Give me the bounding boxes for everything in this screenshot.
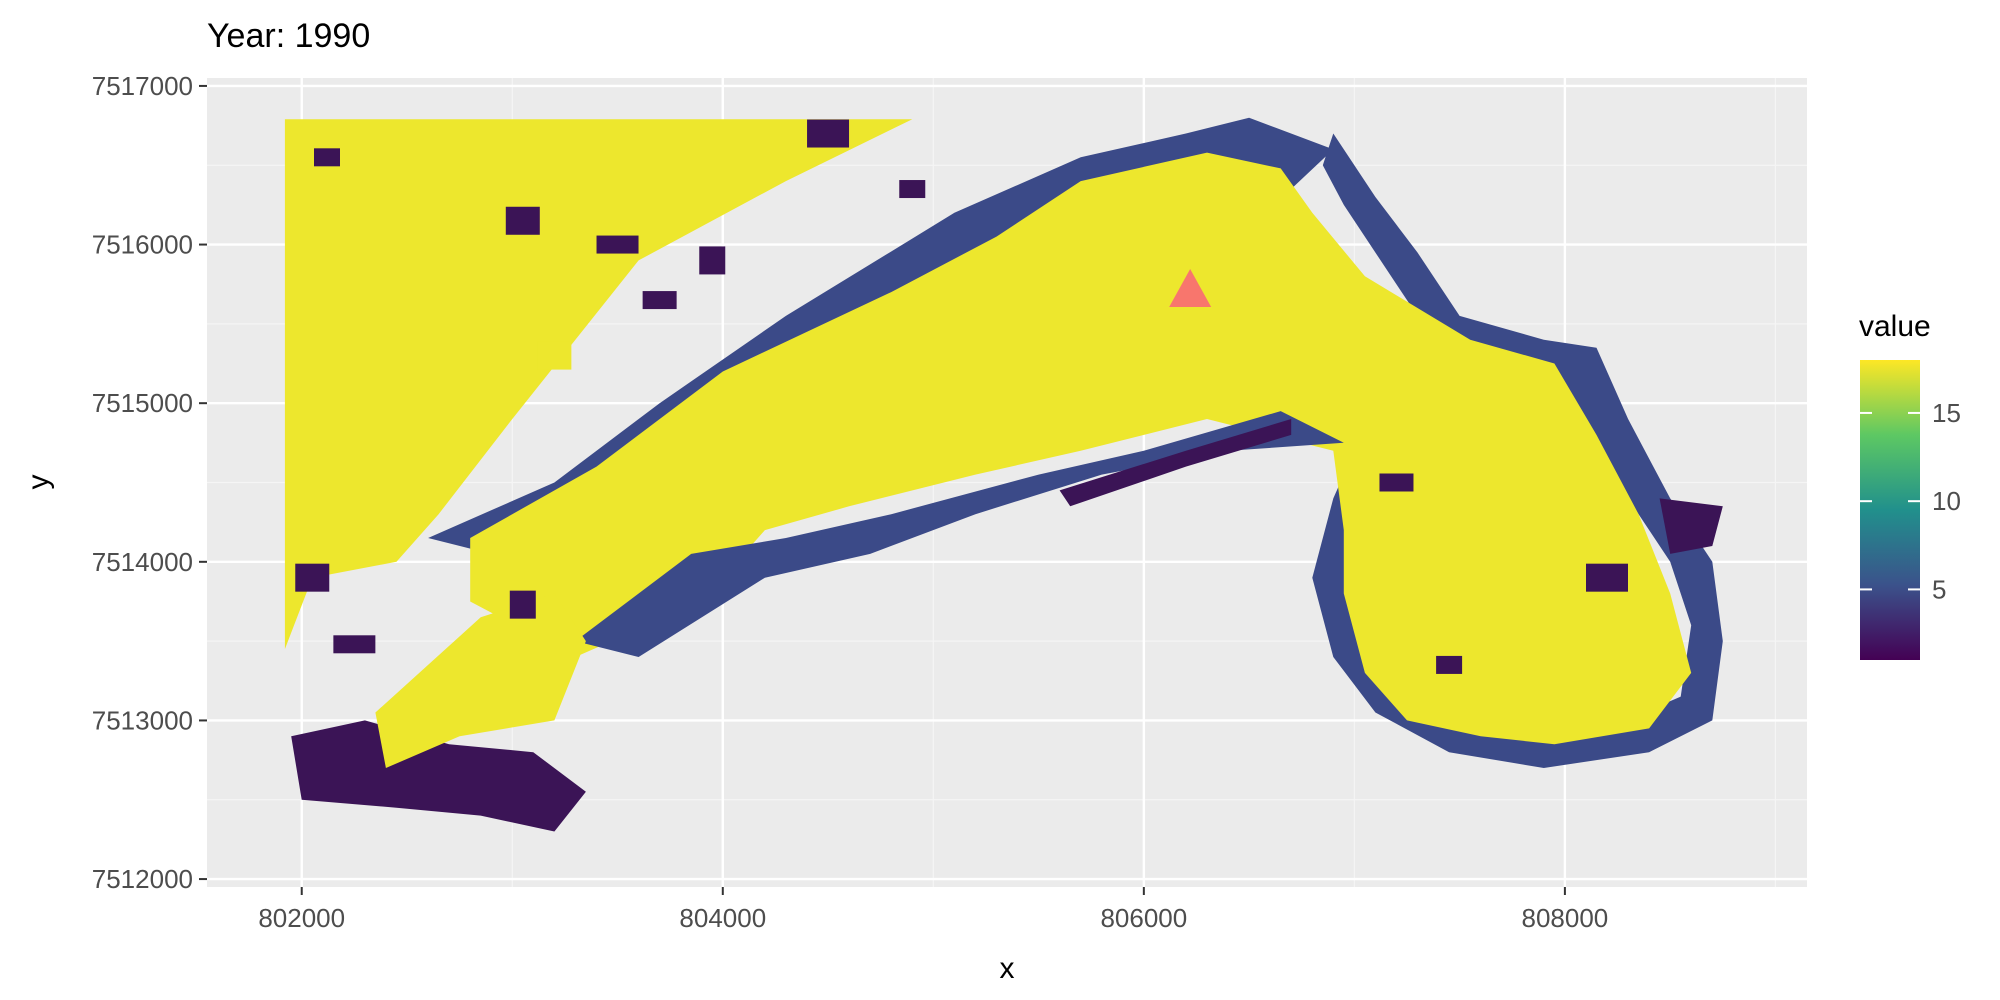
legend-break-label: 10 xyxy=(1932,486,1961,516)
y-tick-label: 7512000 xyxy=(92,864,193,894)
x-tick-label: 806000 xyxy=(1100,903,1187,933)
raster-region-east-purple-patch xyxy=(1659,498,1723,554)
raster-region-purple-strip-south xyxy=(1059,419,1292,507)
y-tick-label: 7514000 xyxy=(92,547,193,577)
legend-title: value xyxy=(1859,310,1931,343)
raster-patch xyxy=(642,291,677,310)
raster-patch xyxy=(333,635,376,654)
marker-layer xyxy=(1169,268,1212,307)
raster-region-southwest-yellow-lobe xyxy=(375,593,586,768)
raster-patch xyxy=(1436,655,1463,674)
y-tick-label: 7516000 xyxy=(92,230,193,260)
raster-patch xyxy=(314,148,340,167)
raster-patch xyxy=(505,206,540,235)
raster-patch xyxy=(1586,563,1628,592)
legend-break-label: 5 xyxy=(1932,574,1946,604)
x-tick-label: 802000 xyxy=(258,903,345,933)
raster-region-main-yellow-area xyxy=(284,119,913,650)
raster-patch xyxy=(509,590,536,619)
raster-region-east-blue-border xyxy=(1312,133,1723,768)
raster-patch xyxy=(1379,473,1414,492)
x-axis-title: x xyxy=(1000,952,1015,985)
y-tick-label: 7517000 xyxy=(92,71,193,101)
axes: 802000 804000 806000 808000 7512000 7513000 75… xyxy=(92,71,1609,933)
legend-colorbar xyxy=(1860,360,1920,660)
y-tick-label: 7513000 xyxy=(92,705,193,735)
legend: value 5 10 15 xyxy=(1859,310,1961,660)
x-tick-label: 808000 xyxy=(1522,903,1609,933)
raster-patch xyxy=(596,235,639,254)
marker-triangle xyxy=(1169,268,1212,307)
chart-title: Year: 1990 xyxy=(207,17,370,55)
raster-patch xyxy=(699,246,726,275)
y-axis-title: y xyxy=(22,475,55,490)
raster-region-central-yellow-band xyxy=(470,152,1692,745)
raster-patch xyxy=(295,563,330,592)
raster-patch xyxy=(537,341,572,370)
raster-patch xyxy=(807,119,850,148)
raster-region-southwest-purple-patch xyxy=(291,720,586,832)
y-tick-label: 7515000 xyxy=(92,388,193,418)
legend-break-label: 15 xyxy=(1932,398,1961,428)
x-tick-label: 804000 xyxy=(679,903,766,933)
raster-layer xyxy=(284,117,1723,832)
raster-patch xyxy=(899,180,926,199)
